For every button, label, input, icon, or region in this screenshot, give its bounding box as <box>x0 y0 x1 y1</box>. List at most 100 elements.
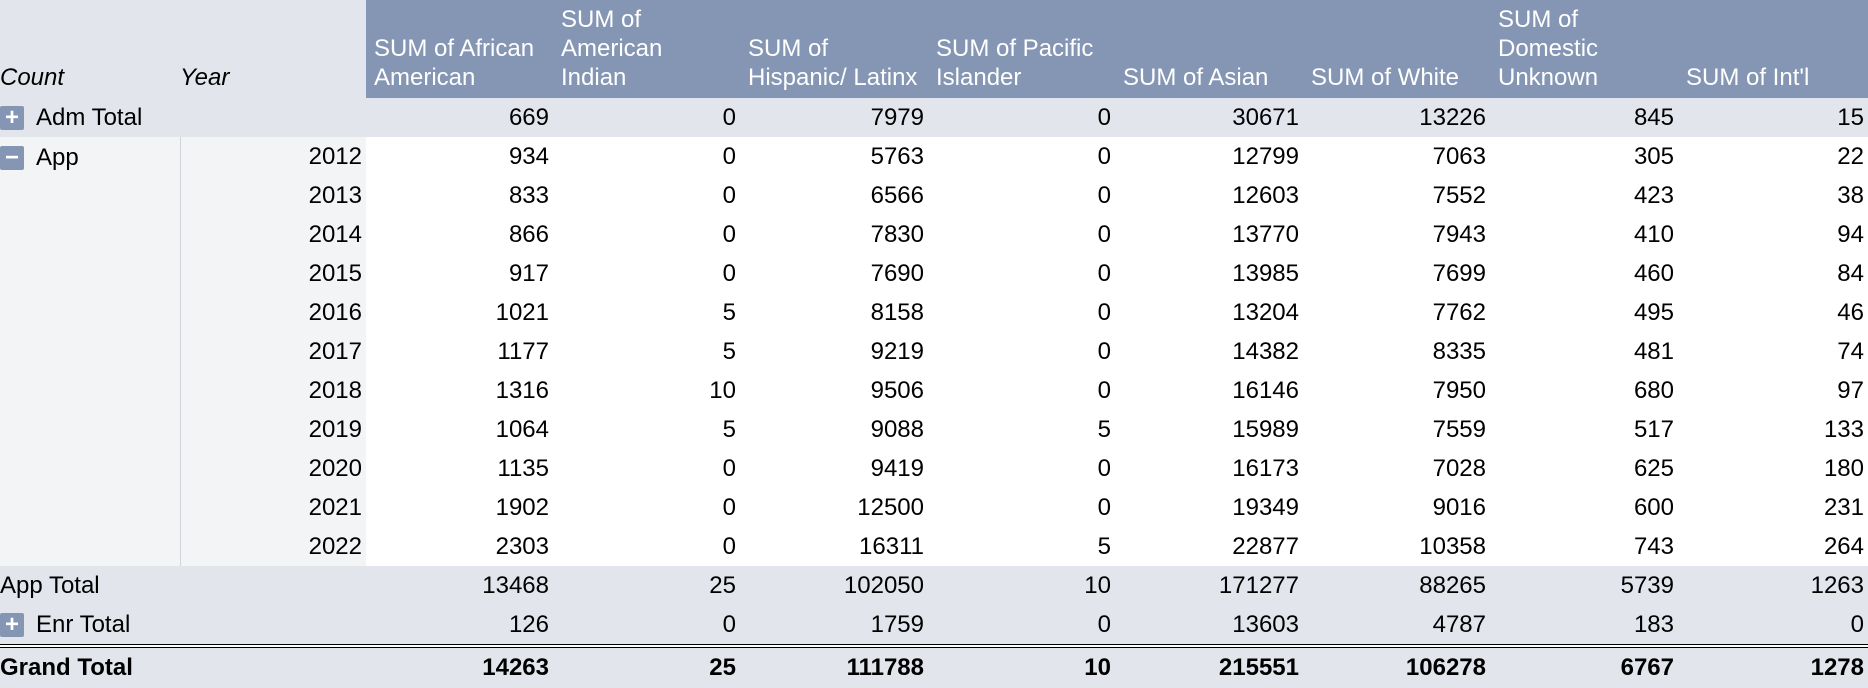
table-row: 2020 1135 0 9419 0 16173 7028 625 180 <box>0 449 1868 488</box>
table-cell: 460 <box>1633 259 1674 287</box>
table-cell: 7979 <box>740 98 928 137</box>
table-cell: 0 <box>1097 259 1111 287</box>
year-cell: 2022 <box>179 527 366 566</box>
table-cell: 7690 <box>870 259 924 287</box>
table-cell: 495 <box>1633 298 1674 326</box>
table-cell: 6566 <box>870 181 924 209</box>
table-cell: 8335 <box>1432 337 1486 365</box>
expand-icon[interactable]: + <box>0 612 24 637</box>
table-cell: 305 <box>1633 142 1674 170</box>
dim-header-count[interactable]: Count <box>0 0 180 98</box>
measure-header-hispanic-latinx[interactable]: SUM of Hispanic/ Latinx <box>740 0 928 98</box>
table-cell: 1021 <box>495 298 549 326</box>
measure-header-african-american[interactable]: SUM of African American <box>366 0 553 98</box>
table-cell: 410 <box>1633 220 1674 248</box>
table-cell: 5 <box>1097 532 1111 560</box>
table-cell: 231 <box>1823 493 1864 521</box>
table-cell: 14263 <box>366 644 553 688</box>
table-cell: 10 <box>928 644 1115 688</box>
table-cell: 7943 <box>1432 220 1486 248</box>
table-cell: 0 <box>928 98 1115 137</box>
table-cell: 15989 <box>1232 415 1299 443</box>
dim-header-year[interactable]: Year <box>180 0 366 98</box>
collapse-icon[interactable]: − <box>0 146 24 170</box>
table-cell: 833 <box>508 181 549 209</box>
table-cell: 10358 <box>1419 532 1486 560</box>
table-cell: 0 <box>722 220 736 248</box>
table-cell: 0 <box>722 493 736 521</box>
adm-total-label: Adm Total <box>36 103 143 131</box>
app-total-label: App Total <box>0 566 366 605</box>
table-cell: 14382 <box>1232 337 1299 365</box>
measure-header-intl[interactable]: SUM of Int'l <box>1678 0 1868 98</box>
table-cell: 9419 <box>870 454 924 482</box>
measure-header-domestic-unknown[interactable]: SUM of Domestic Unknown <box>1490 0 1678 98</box>
year-cell: 2018 <box>179 371 366 410</box>
table-cell: 5 <box>722 337 736 365</box>
table-cell: 625 <box>1633 454 1674 482</box>
table-cell: 25 <box>553 644 740 688</box>
table-cell: 600 <box>1633 493 1674 521</box>
grand-total-row: Grand Total 14263 25 111788 10 215551 10… <box>0 644 1868 688</box>
table-cell: 7559 <box>1432 415 1486 443</box>
table-cell: 1064 <box>495 415 549 443</box>
measure-header-american-indian[interactable]: SUM of American Indian <box>553 0 740 98</box>
table-cell: 9088 <box>870 415 924 443</box>
table-cell: 97 <box>1837 376 1864 404</box>
table-cell: 126 <box>366 605 553 646</box>
table-cell: 74 <box>1837 337 1864 365</box>
table-cell: 669 <box>366 98 553 137</box>
enr-total-label: Enr Total <box>36 610 131 638</box>
table-cell: 5 <box>722 415 736 443</box>
enr-total-label-cell: + Enr Total <box>0 605 366 646</box>
table-cell: 13603 <box>1115 605 1303 646</box>
table-cell: 13468 <box>366 566 553 605</box>
table-cell: 111788 <box>740 644 928 688</box>
table-cell: 171277 <box>1115 566 1303 605</box>
table-row: 2021 1902 0 12500 0 19349 9016 600 231 <box>0 488 1868 527</box>
table-cell: 19349 <box>1232 493 1299 521</box>
table-cell: 0 <box>928 605 1115 646</box>
table-cell: 88265 <box>1303 566 1490 605</box>
table-cell: 0 <box>1097 298 1111 326</box>
table-cell: 423 <box>1633 181 1674 209</box>
table-cell: 180 <box>1823 454 1864 482</box>
year-cell: 2019 <box>179 410 366 449</box>
expand-icon[interactable]: + <box>0 105 24 130</box>
table-cell: 106278 <box>1303 644 1490 688</box>
measure-header-white[interactable]: SUM of White <box>1303 0 1490 98</box>
table-cell: 215551 <box>1115 644 1303 688</box>
table-cell: 5 <box>722 298 736 326</box>
year-cell: 2015 <box>179 254 366 293</box>
table-cell: 917 <box>508 259 549 287</box>
table-row: 2022 2303 0 16311 5 22877 10358 743 264 <box>0 527 1868 566</box>
table-cell: 183 <box>1490 605 1678 646</box>
table-cell: 16146 <box>1232 376 1299 404</box>
table-cell: 133 <box>1823 415 1864 443</box>
table-cell: 0 <box>722 142 736 170</box>
table-cell: 0 <box>1097 376 1111 404</box>
measure-header-pacific-islander[interactable]: SUM of Pacific Islander <box>928 0 1115 98</box>
table-cell: 12799 <box>1232 142 1299 170</box>
table-cell: 13770 <box>1232 220 1299 248</box>
table-cell: 15 <box>1678 98 1868 137</box>
table-cell: 845 <box>1490 98 1678 137</box>
table-cell: 1177 <box>497 337 549 365</box>
table-row: − App 2012 934 0 5763 0 12799 7063 305 22 <box>0 137 1868 566</box>
table-cell: 1278 <box>1678 644 1868 688</box>
year-cell: 2012 <box>179 137 366 176</box>
table-cell: 0 <box>1097 142 1111 170</box>
table-cell: 9506 <box>870 376 924 404</box>
table-cell: 84 <box>1837 259 1864 287</box>
header-row: Count Year SUM of African American SUM o… <box>0 0 1868 98</box>
table-cell: 0 <box>722 259 736 287</box>
table-row: 2017 1177 5 9219 0 14382 8335 481 74 <box>0 332 1868 371</box>
table-cell: 4787 <box>1303 605 1490 646</box>
adm-total-label-cell: + Adm Total <box>0 98 366 137</box>
measure-header-asian[interactable]: SUM of Asian <box>1115 0 1303 98</box>
table-cell: 7762 <box>1432 298 1486 326</box>
table-cell: 0 <box>553 98 740 137</box>
table-cell: 7028 <box>1432 454 1486 482</box>
table-cell: 7552 <box>1432 181 1486 209</box>
